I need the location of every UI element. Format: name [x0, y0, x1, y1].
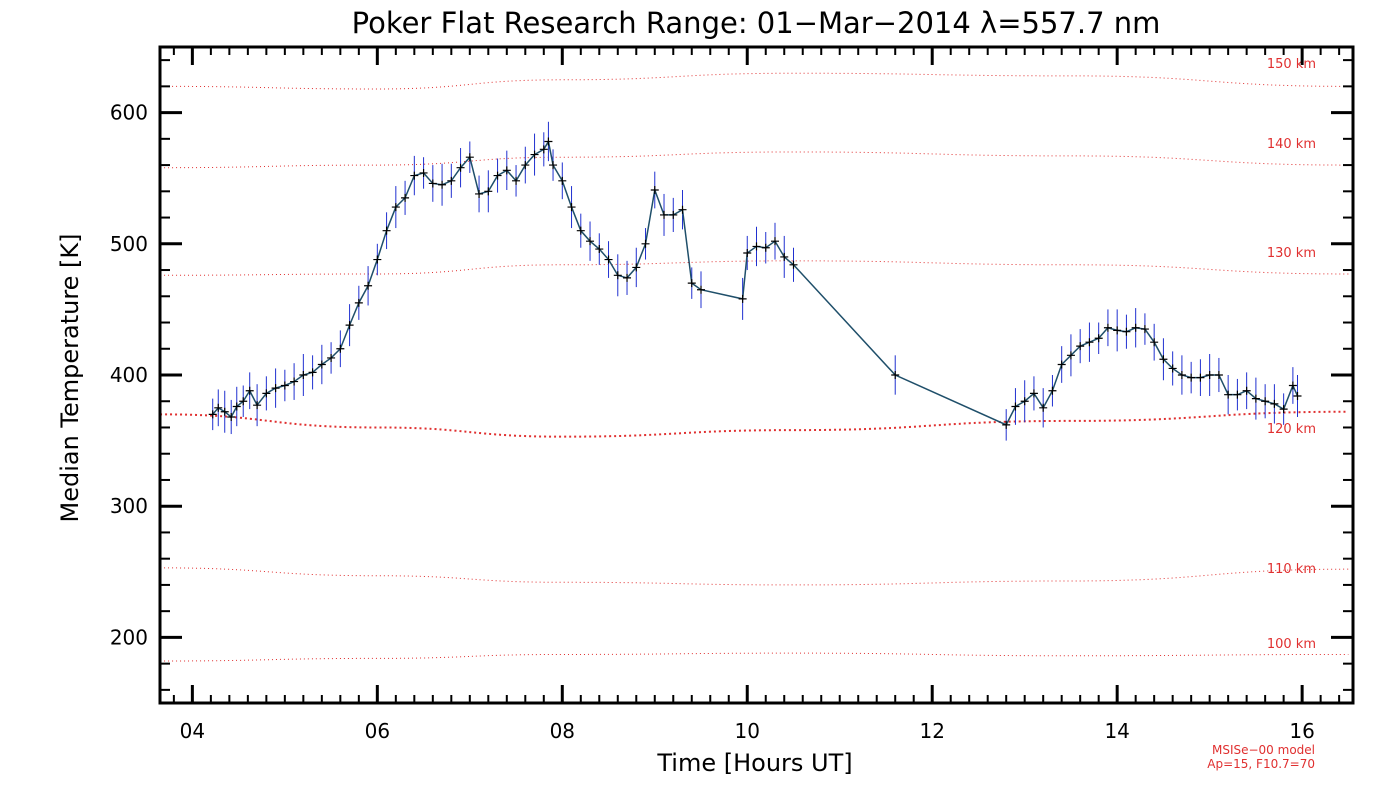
y-axis-label: Median Temperature [K]: [56, 233, 84, 522]
x-tick-label: 04: [180, 719, 205, 743]
data-point: [1011, 402, 1019, 410]
data-point: [1122, 328, 1130, 336]
y-tick-label: 300: [110, 494, 148, 518]
data-point: [281, 381, 289, 389]
altitude-contour-label: 110 km: [1267, 562, 1316, 577]
data-point: [1113, 326, 1121, 334]
x-tick-label: 14: [1104, 719, 1129, 743]
altitude-contour-label: 130 km: [1267, 246, 1316, 261]
data-point: [355, 299, 363, 307]
error-bar-group: [213, 122, 1298, 441]
data-point: [739, 295, 747, 303]
data-point: [540, 145, 548, 153]
x-tick-label: 06: [365, 719, 390, 743]
data-point: [373, 256, 381, 264]
y-tick-label: 400: [110, 363, 148, 387]
data-point: [438, 181, 446, 189]
data-point: [1289, 381, 1297, 389]
data-line-group: [209, 137, 1302, 428]
data-point: [1085, 338, 1093, 346]
data-point: [642, 240, 650, 248]
data-point: [1280, 405, 1288, 413]
data-point: [1206, 371, 1214, 379]
data-point: [494, 172, 502, 180]
x-tick-label: 12: [919, 719, 944, 743]
plot-frame: [160, 47, 1353, 703]
data-point: [1233, 391, 1241, 399]
data-point: [544, 137, 552, 145]
data-point: [364, 282, 372, 290]
data-point: [1270, 400, 1278, 408]
axes-group: 04 06 08 10 12 14 16 200 300 400 500 600: [110, 47, 1353, 743]
data-point: [669, 211, 677, 219]
data-point: [660, 211, 668, 219]
data-point: [1196, 374, 1204, 382]
altitude-contour: [160, 73, 1348, 89]
altitude-contour: [160, 568, 1348, 585]
data-point: [1215, 371, 1223, 379]
temperature-line: [213, 141, 1298, 424]
x-tick-label: 10: [735, 719, 760, 743]
data-point: [568, 203, 576, 211]
data-point: [1261, 397, 1269, 405]
data-point: [484, 187, 492, 195]
chart-title: Poker Flat Research Range: 01−Mar−2014 λ…: [352, 6, 1161, 40]
data-point: [246, 387, 254, 395]
altitude-contour-label: 120 km: [1267, 422, 1316, 437]
data-point: [1187, 374, 1195, 382]
x-axis-label: Time [Hours UT]: [656, 749, 852, 777]
data-point: [346, 321, 354, 329]
y-tick-label: 600: [110, 101, 148, 125]
y-tick-label: 200: [110, 625, 148, 649]
data-point: [1224, 391, 1232, 399]
data-point: [475, 190, 483, 198]
altitude-contour-label: 100 km: [1267, 637, 1316, 652]
altitude-contour: [160, 152, 1348, 168]
data-point: [1039, 404, 1047, 412]
data-point: [272, 384, 280, 392]
model-note-line-1: MSISe−00 model: [1212, 743, 1315, 757]
data-point: [558, 177, 566, 185]
model-note-line-2: Ap=15, F10.7=70: [1207, 757, 1315, 771]
data-point: [614, 271, 622, 279]
data-point: [383, 227, 391, 235]
data-point: [1294, 392, 1302, 400]
contour-group: 100 km 110 km 120 km 130 km 140 km 150 km: [160, 57, 1348, 661]
x-tick-label: 08: [550, 719, 575, 743]
altitude-contour: [160, 261, 1348, 275]
data-point: [1132, 324, 1140, 332]
altitude-contour-label: 150 km: [1267, 57, 1316, 72]
data-point: [549, 161, 557, 169]
altitude-contour-label: 140 km: [1267, 137, 1316, 152]
altitude-contour: [160, 653, 1348, 661]
data-point: [651, 186, 659, 194]
altitude-contour: [160, 412, 1348, 437]
y-tick-label: 500: [110, 232, 148, 256]
data-point: [410, 172, 418, 180]
x-tick-label: 16: [1289, 719, 1314, 743]
data-point: [679, 206, 687, 214]
data-point: [1048, 387, 1056, 395]
